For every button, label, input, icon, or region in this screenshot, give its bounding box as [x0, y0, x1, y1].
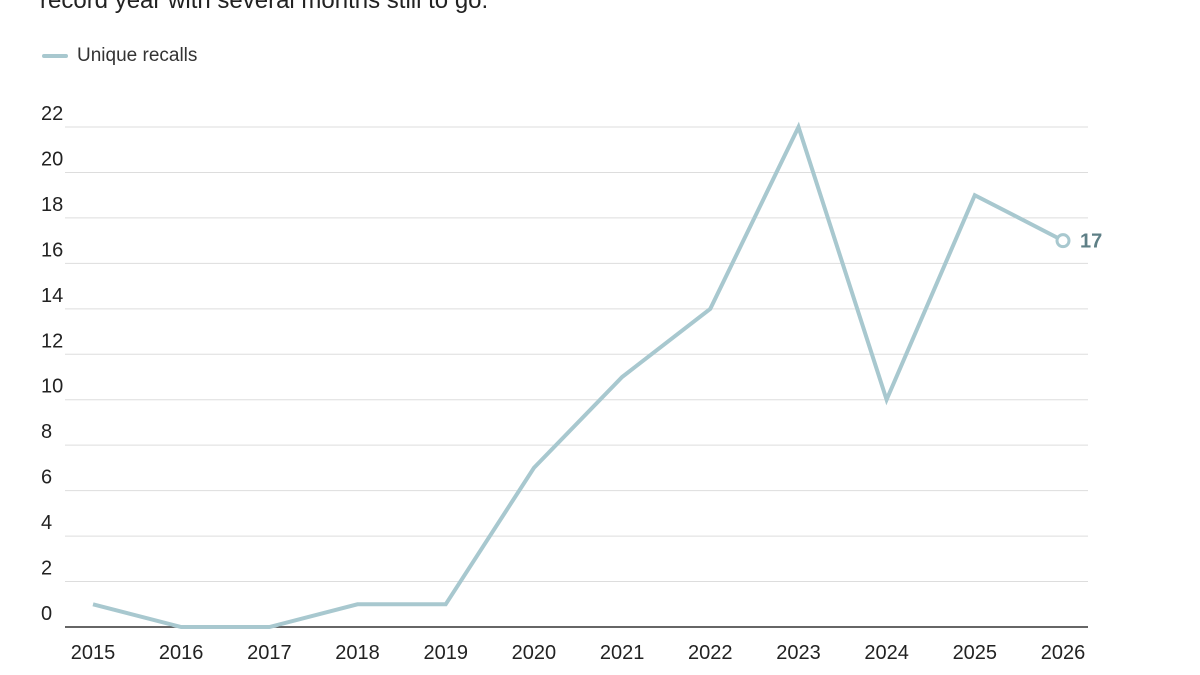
y-tick-label-20: 20 — [41, 148, 63, 170]
y-tick-label-0: 0 — [41, 603, 52, 625]
x-tick-label-2025: 2025 — [953, 642, 998, 664]
chart-legend: Unique recalls — [42, 44, 197, 68]
y-tick-label-16: 16 — [41, 239, 63, 261]
y-tick-label-6: 6 — [41, 467, 52, 489]
end-value-label: 17 — [1080, 231, 1102, 253]
legend-label: Unique recalls — [77, 45, 198, 66]
x-tick-label-2020: 2020 — [512, 642, 557, 664]
series-line-0 — [92, 121, 1064, 629]
y-tick-label-12: 12 — [41, 330, 63, 352]
x-tick-label-2016: 2016 — [159, 642, 204, 664]
y-tick-label-8: 8 — [41, 421, 52, 443]
y-tick-label-18: 18 — [41, 194, 63, 216]
y-tick-label-14: 14 — [41, 285, 63, 307]
y-tick-label-10: 10 — [41, 376, 63, 398]
x-tick-label-2015: 2015 — [71, 642, 116, 664]
x-tick-label-2023: 2023 — [776, 642, 821, 664]
x-tick-label-2024: 2024 — [864, 642, 909, 664]
end-point-marker — [1055, 233, 1071, 249]
legend-swatch — [42, 54, 68, 58]
x-tick-label-2026: 2026 — [1041, 642, 1086, 664]
x-tick-label-2017: 2017 — [247, 642, 292, 664]
y-tick-label-2: 2 — [41, 558, 52, 580]
chart-intro-text: record year with several months still to… — [40, 0, 489, 14]
x-tick-label-2021: 2021 — [600, 642, 645, 664]
x-tick-label-2019: 2019 — [423, 642, 468, 664]
x-tick-label-2022: 2022 — [688, 642, 733, 664]
y-tick-label-22: 22 — [41, 103, 63, 125]
x-tick-label-2018: 2018 — [335, 642, 380, 664]
y-tick-label-4: 4 — [41, 512, 52, 534]
